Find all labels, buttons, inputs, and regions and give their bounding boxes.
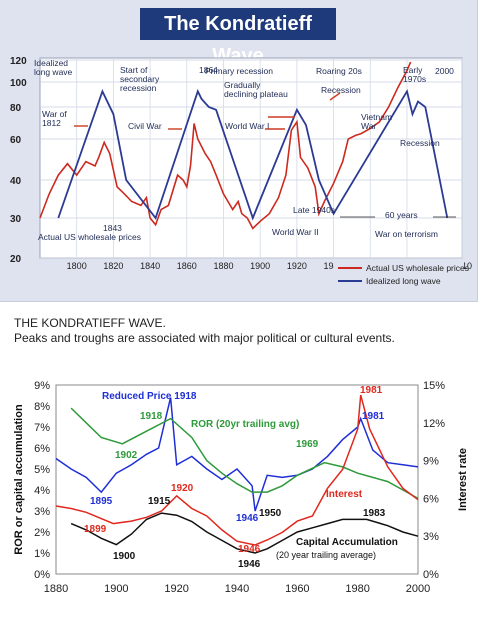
- left-y-tick-label: 6%: [34, 443, 50, 455]
- x-tick-label: 1960: [285, 583, 309, 595]
- annotation-label: 2000: [435, 66, 454, 76]
- annotation-label: Reduced Price 1918: [102, 391, 197, 402]
- caption-title: THE KONDRATIEFF WAVE.: [14, 316, 166, 330]
- annotation-label: 1843: [103, 223, 122, 233]
- legend-box: [334, 262, 464, 287]
- y-tick-label: 20: [10, 254, 22, 265]
- annotation-label: Vietnam War: [361, 112, 392, 131]
- left-y-tick-label: 2%: [34, 527, 50, 539]
- left-y-tick-label: 8%: [34, 401, 50, 413]
- series-line-capital: [70, 512, 419, 554]
- annotation-label: 1902: [115, 450, 138, 461]
- annotation-label: ROR (20yr trailing avg): [191, 419, 299, 430]
- annotation-label: 1981: [360, 385, 383, 396]
- annotation-label: War of 1812: [42, 109, 67, 128]
- series-line-ror: [70, 407, 419, 500]
- x-tick-label: 1880: [213, 261, 233, 271]
- left-y-tick-label: 4%: [34, 485, 50, 497]
- annotation-label: Roaring 20s: [316, 66, 362, 76]
- annotation-label: 1946: [236, 513, 259, 524]
- annotation-label: 1969: [296, 439, 319, 450]
- left-y-tick-label: 3%: [34, 506, 50, 518]
- left-y-tick-label: 7%: [34, 422, 50, 434]
- annotation-label: 1950: [259, 508, 282, 519]
- annotation-label: 1920: [171, 483, 194, 494]
- plot-area: [55, 384, 419, 575]
- annotation-arrow: [329, 92, 341, 101]
- x-tick-label: 1940: [225, 583, 249, 595]
- left-axis-title: ROR or capital accumulation: [13, 404, 25, 555]
- y-tick-label: 40: [10, 176, 22, 187]
- y-tick-label: 80: [10, 103, 22, 114]
- left-y-tick-label: 1%: [34, 548, 50, 560]
- left-y-tick-label: 0%: [34, 569, 50, 581]
- left-y-tick-label: 5%: [34, 464, 50, 476]
- right-y-tick-label: 9%: [423, 456, 439, 468]
- x-tick-label: 1860: [177, 261, 197, 271]
- annotation-label: 1946: [238, 559, 261, 570]
- right-y-tick-label: 12%: [423, 418, 445, 430]
- right-y-tick-label: 15%: [423, 380, 445, 392]
- annotation-label: Start of secondary recession: [120, 65, 160, 93]
- annotation-label: 1899: [84, 524, 107, 535]
- legend-label-actual: Actual US wholesale prices: [366, 263, 469, 273]
- annotation-label: 1864: [199, 65, 218, 75]
- caption: THE KONDRATIEFF WAVE. Peaks and troughs …: [14, 316, 474, 346]
- annotation-label: 60 years: [385, 210, 418, 220]
- x-tick-label: 1880: [44, 583, 68, 595]
- top-chart: 20 30 40 60 80 100 120 1800 1820 1840 1860 1880 1900…: [10, 56, 472, 287]
- x-tick-label: 1920: [164, 583, 188, 595]
- annotation-label: 1918: [140, 411, 163, 422]
- annotation-label: 1946: [238, 544, 261, 555]
- y-tick-label: 60: [10, 135, 22, 146]
- x-tick-label: 1940: [324, 261, 344, 271]
- caption-text: Peaks and troughs are associated with ma…: [14, 331, 395, 345]
- x-tick-label: 1820: [103, 261, 123, 271]
- x-tick-label: 1900: [104, 583, 128, 595]
- right-y-tick-label: 0%: [423, 569, 439, 581]
- annotation-label: Actual US wholesale prices: [38, 232, 141, 242]
- right-axis-title: Interest rate: [457, 448, 469, 511]
- annotation-label: Capital Accumulation: [296, 537, 398, 548]
- annotation-label: Gradually declining plateau: [224, 80, 288, 99]
- annotation-label: Primary recession: [205, 66, 273, 76]
- annotation-label: 1895: [90, 496, 113, 507]
- y-tick-label: 120: [10, 56, 27, 67]
- annotation-label: Early 1970s: [403, 65, 426, 84]
- x-tick-label: 2000: [406, 583, 430, 595]
- x-tick-label: 1980: [345, 583, 369, 595]
- series-line-actual-prices: [39, 61, 412, 230]
- right-y-tick-label: 3%: [423, 531, 439, 543]
- series-line-reduced: [55, 397, 419, 512]
- x-tick-label: 1840: [140, 261, 160, 271]
- annotation-label: Late 1940s: [293, 205, 335, 215]
- x-tick-label: 1920: [287, 261, 307, 271]
- annotation-label: 1981: [362, 411, 385, 422]
- annotation-label: World War II: [272, 227, 319, 237]
- left-y-tick-label: 9%: [34, 380, 50, 392]
- bottom-chart: 0% 1% 2% 3% 4% 5% 6% 7% 8% 9% 0% 3% 6% 9% 12% 15% 1880 19…: [13, 380, 469, 595]
- series-line-idealized-wave: [57, 88, 449, 221]
- x-tick-label: 1900: [250, 261, 270, 271]
- annotation-label: Recession: [400, 138, 440, 148]
- legend-label-idealized: Idealized long wave: [366, 276, 441, 286]
- annotation-label: Recession: [321, 85, 361, 95]
- series-line-interest: [55, 394, 419, 546]
- y-tick-label: 100: [10, 78, 27, 89]
- annotation-label: (20 year trailing average): [276, 550, 376, 560]
- annotation-label: War on terrorism: [375, 229, 438, 239]
- annotation-label: Interest: [326, 489, 363, 500]
- y-tick-label: 30: [10, 214, 22, 225]
- annotation-label: 1900: [113, 551, 136, 562]
- annotation-label: World War I: [225, 121, 269, 131]
- annotation-label: 1983: [363, 508, 386, 519]
- annotation-label: Civil War: [128, 121, 162, 131]
- right-y-tick-label: 6%: [423, 493, 439, 505]
- x-tick-label: 1800: [67, 261, 87, 271]
- annotation-label: Idealized long wave: [34, 58, 73, 77]
- annotation-label: 1915: [148, 496, 171, 507]
